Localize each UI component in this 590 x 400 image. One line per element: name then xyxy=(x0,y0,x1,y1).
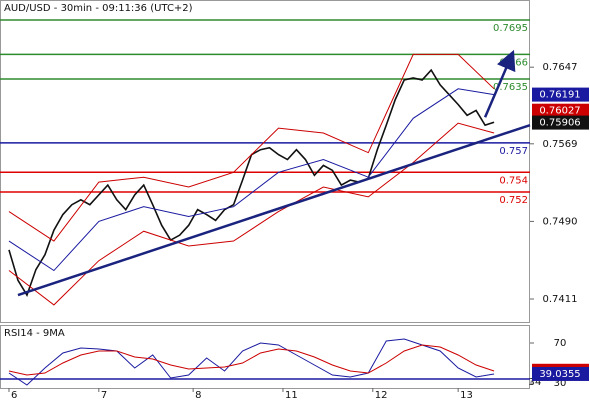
price-box-label: 39.0355 xyxy=(539,369,580,380)
level-label: 0.752 xyxy=(499,195,528,206)
x-tick-label: 7 xyxy=(101,390,107,400)
series-line xyxy=(8,68,495,297)
trendline xyxy=(17,123,531,297)
y-tick-label: 70 xyxy=(554,338,567,349)
y-tick-label: 0.7647 xyxy=(543,62,578,73)
price-box xyxy=(532,115,589,130)
series-line xyxy=(8,344,495,376)
level-label: 34 xyxy=(529,377,542,388)
series-line xyxy=(8,122,495,306)
level-label: 0.754 xyxy=(499,175,528,186)
level-label: 0.7635 xyxy=(493,82,528,93)
y-tick-label: 0.7411 xyxy=(543,294,578,305)
arrow xyxy=(483,49,516,118)
y-tick-label: 0.7569 xyxy=(543,139,578,150)
rsi-panel xyxy=(0,325,530,389)
level-label: 0.766 xyxy=(499,57,528,68)
y-tick-label: 0.7490 xyxy=(543,216,578,227)
rsi-title: RSI14 - 9MA xyxy=(4,328,65,339)
price-panel xyxy=(0,0,530,323)
series-line xyxy=(8,88,495,272)
price-box xyxy=(532,366,589,381)
level-label: 0.757 xyxy=(499,146,528,157)
level-label: 0.7695 xyxy=(493,23,528,34)
price-box xyxy=(532,87,589,102)
price-box-label: 0.76027 xyxy=(539,106,580,117)
y-tick-label: 30 xyxy=(554,378,567,389)
price-box-label: 0.75906 xyxy=(539,118,580,129)
price-box-label: 0.76191 xyxy=(539,90,580,101)
x-tick-label: 11 xyxy=(285,390,298,400)
x-tick-label: 13 xyxy=(460,390,473,400)
series-line xyxy=(8,53,495,242)
x-tick-label: 12 xyxy=(375,390,388,400)
chart-title: AUD/USD - 30min - 09:11:36 (UTC+2) xyxy=(4,3,193,14)
series-line xyxy=(8,338,495,386)
price-box xyxy=(532,103,589,118)
x-tick-label: 8 xyxy=(195,390,201,400)
x-tick-label: 6 xyxy=(11,390,17,400)
